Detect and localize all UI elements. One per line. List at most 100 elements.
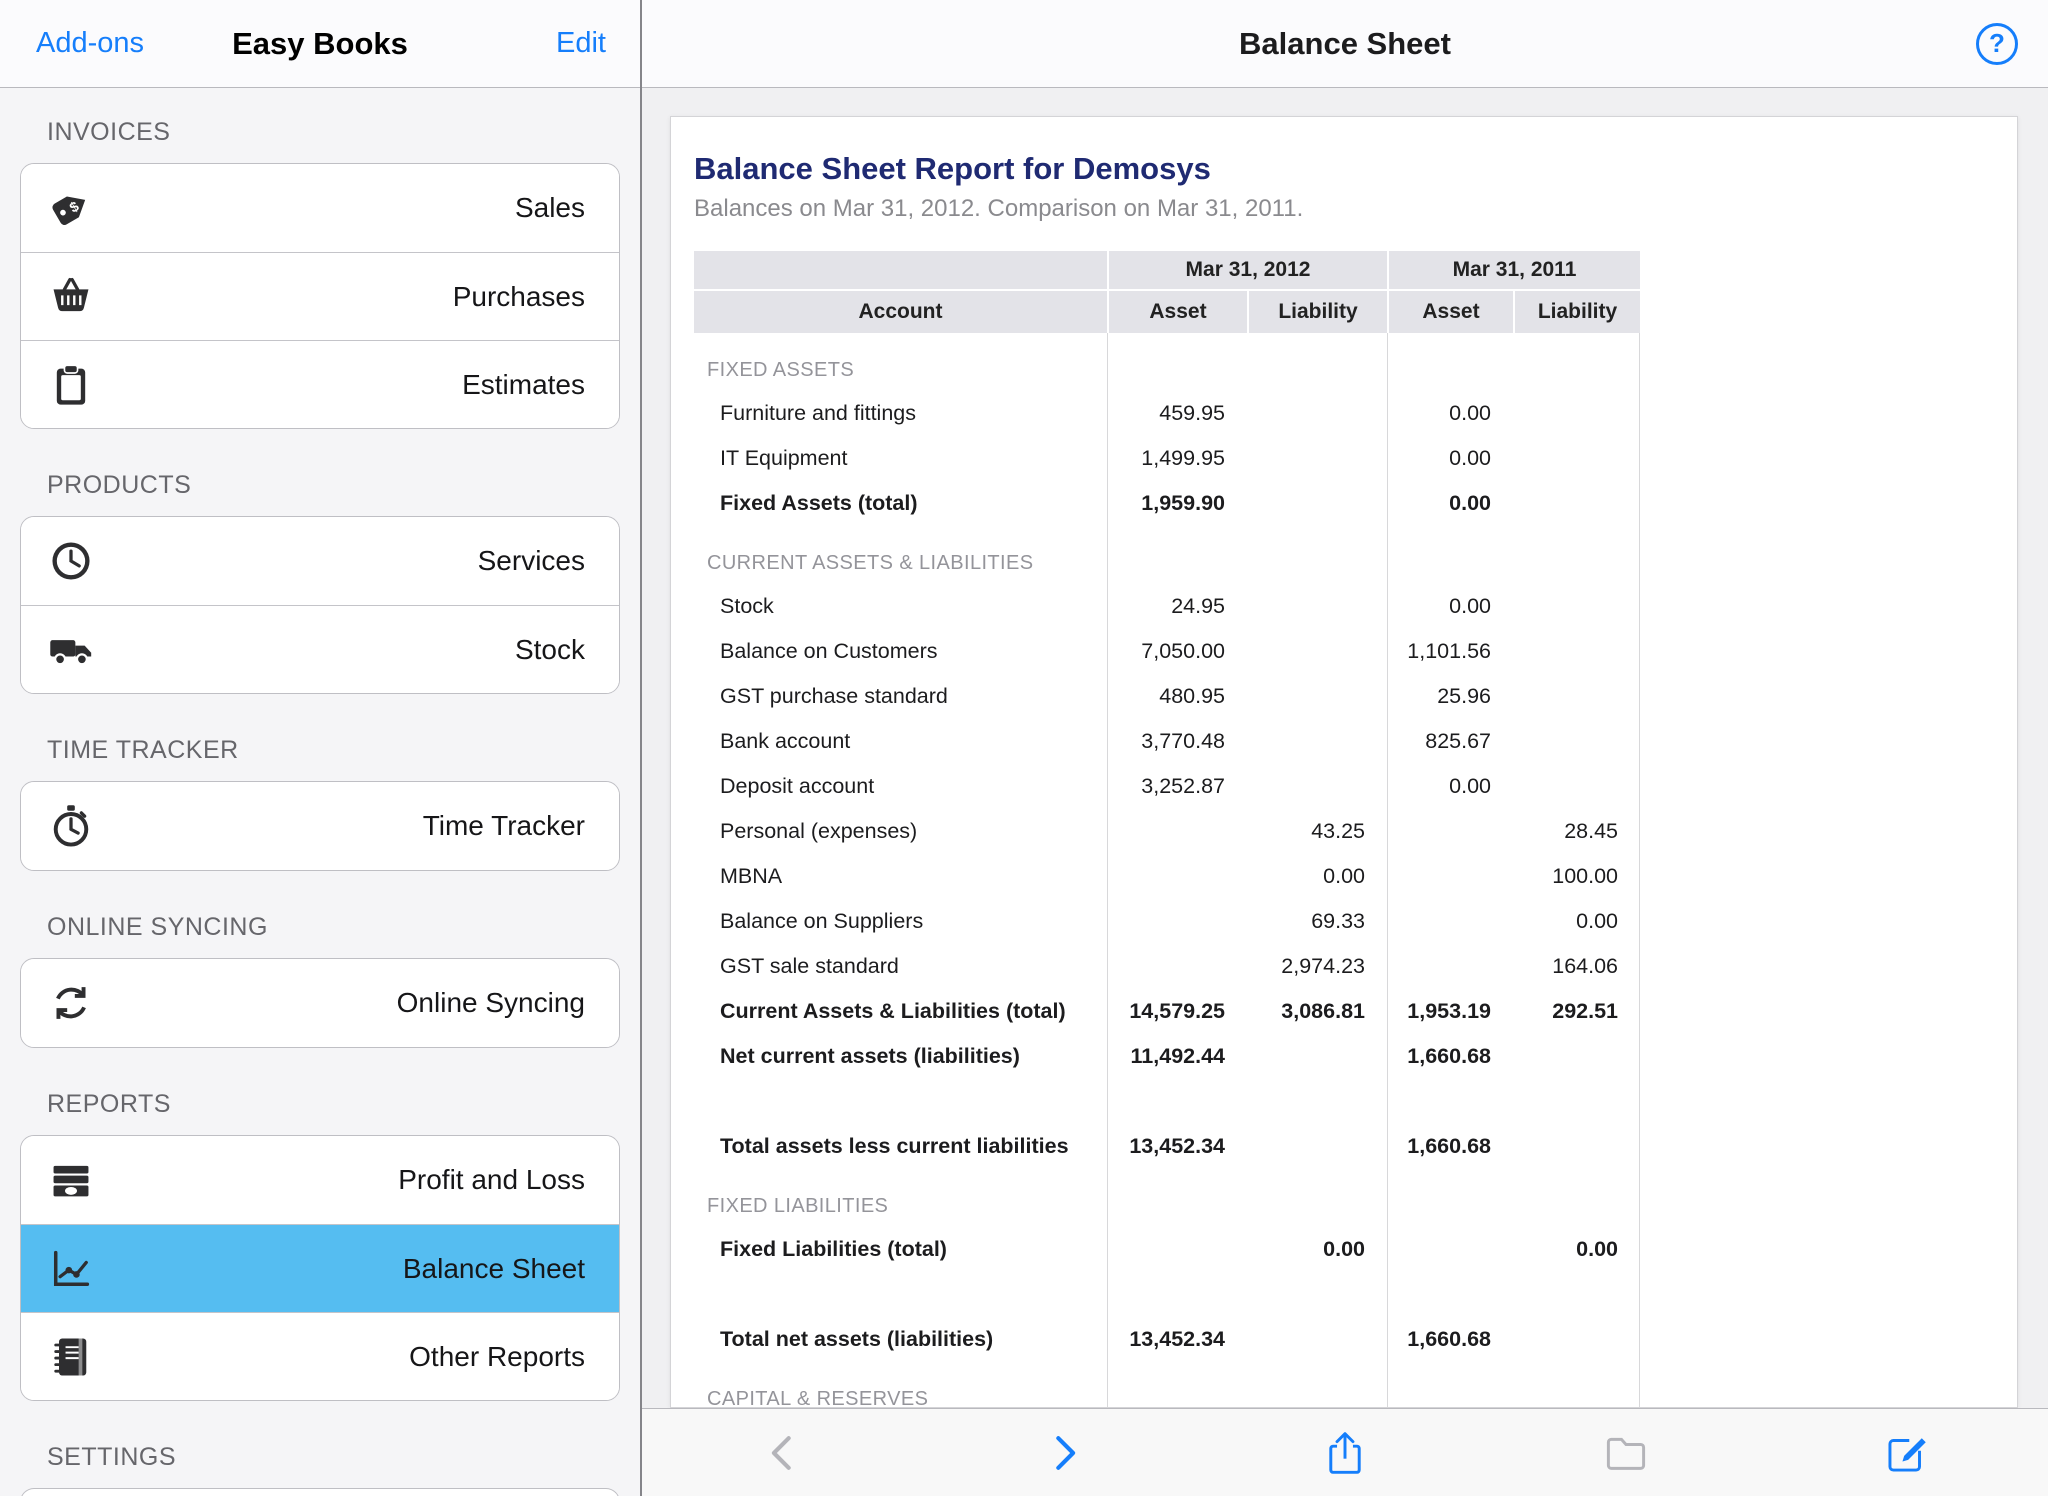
basket-icon <box>47 273 95 321</box>
value-cell <box>1107 944 1247 989</box>
table-body: FIXED ASSETS Furniture and fittings 459.95… <box>694 333 1640 1408</box>
value-cell: 0.00 <box>1449 401 1491 425</box>
value-cell: 0.00 <box>1576 1237 1618 1261</box>
sidebar-item-label: Sales <box>514 192 585 223</box>
account-cell: Total assets less current liabilities <box>720 1134 1069 1158</box>
value-cell: 24.95 <box>1171 594 1225 618</box>
sidebar-item-estimates[interactable]: Estimates <box>21 340 619 428</box>
sidebar-item-purchases[interactable]: Purchases <box>21 252 619 340</box>
bottom-toolbar <box>642 1408 2048 1496</box>
value-cell <box>1387 809 1513 854</box>
sidebar-item-sales[interactable]: $ Sales <box>21 164 619 252</box>
help-icon: ? <box>1989 28 2005 58</box>
value-cell: 0.00 <box>1323 864 1365 888</box>
value-cell <box>1513 481 1640 526</box>
value-cell <box>1387 854 1513 899</box>
value-cell <box>1513 719 1640 764</box>
account-cell: Personal (expenses) <box>720 819 918 843</box>
value-cell <box>1247 1317 1387 1362</box>
table-spacer-row <box>694 1272 1640 1317</box>
sidebar-item-services[interactable]: Services <box>21 517 619 605</box>
folder-icon[interactable] <box>1597 1424 1655 1482</box>
value-cell <box>1247 481 1387 526</box>
value-cell: 0.00 <box>1323 1237 1365 1261</box>
sidebar-group <box>20 1488 620 1496</box>
value-cell: 2,974.23 <box>1281 954 1365 978</box>
sidebar-section-title: REPORTS <box>47 1090 171 1118</box>
value-cell: 11,492.44 <box>1130 1044 1225 1068</box>
value-cell: 7,050.00 <box>1141 639 1225 663</box>
sidebar-item-label: Purchases <box>452 280 585 312</box>
main-pane: Balance Sheet ? Balance Sheet Report for… <box>642 0 2048 1496</box>
sidebar-item-time-tracker[interactable]: Time Tracker <box>21 782 619 870</box>
account-cell: Total net assets (liabilities) <box>720 1327 994 1351</box>
value-cell <box>1107 809 1247 854</box>
value-cell: 100.00 <box>1552 864 1618 888</box>
col-liability-2012: Liability <box>1247 291 1387 333</box>
sidebar-item-label: Time Tracker <box>422 810 585 841</box>
page-title: Balance Sheet <box>1239 25 1451 61</box>
back-chevron-icon[interactable] <box>754 1424 812 1482</box>
report-subtitle: Balances on Mar 31, 2012. Comparison on … <box>694 195 1304 222</box>
value-cell <box>1387 944 1513 989</box>
table-header-columns: Account Asset Liability Asset Liability <box>694 291 1640 333</box>
sidebar-item-label: Online Syncing <box>396 987 585 1018</box>
sidebar-item-label: Stock <box>514 633 585 665</box>
sidebar-section-reports: REPORTS Profit and Loss Balance Sheet Other… <box>0 1090 640 1401</box>
value-cell <box>1513 584 1640 629</box>
value-cell: 13,452.34 <box>1129 1327 1225 1351</box>
sidebar-group: Time Tracker <box>20 781 620 871</box>
value-cell: 0.00 <box>1449 774 1491 798</box>
value-cell: 1,660.68 <box>1407 1044 1491 1068</box>
sidebar-item-other-reports[interactable]: Other Reports <box>21 1312 619 1400</box>
add-ons-button[interactable]: Add-ons <box>36 27 145 59</box>
price-tag-icon: $ <box>47 184 95 232</box>
col-asset-2011: Asset <box>1387 291 1513 333</box>
value-cell <box>1387 899 1513 944</box>
value-cell <box>1247 391 1387 436</box>
value-cell <box>1107 899 1247 944</box>
account-cell: Bank account <box>720 729 851 753</box>
value-cell: 1,101.56 <box>1407 639 1491 663</box>
report-card: Balance Sheet Report for Demosys Balance… <box>670 116 2018 1408</box>
account-cell: Balance on Suppliers <box>720 909 924 933</box>
report-head: Balance Sheet Report for Demosys Balance… <box>671 117 2017 223</box>
sidebar-group: Services Stock <box>20 516 620 694</box>
sidebar-section-settings: SETTINGS <box>0 1443 640 1496</box>
compose-icon[interactable] <box>1878 1424 1936 1482</box>
value-cell: 0.00 <box>1449 594 1491 618</box>
value-cell: 0.00 <box>1449 446 1491 470</box>
col-group-2012: Mar 31, 2012 <box>1107 251 1387 291</box>
sync-icon <box>47 979 95 1027</box>
money-icon <box>47 1156 95 1204</box>
share-icon[interactable] <box>1316 1424 1374 1482</box>
account-cell: Fixed Liabilities (total) <box>720 1237 947 1261</box>
account-cell: IT Equipment <box>720 446 848 470</box>
sidebar-section-time-tracker: TIME TRACKER Time Tracker <box>0 736 640 871</box>
edit-button[interactable]: Edit <box>556 27 606 59</box>
help-button[interactable]: ? <box>1976 22 2018 65</box>
sidebar-section-title: SETTINGS <box>47 1443 177 1471</box>
truck-icon <box>47 626 95 674</box>
value-cell: 3,086.81 <box>1281 999 1365 1023</box>
sidebar-item-label: Balance Sheet <box>402 1252 585 1284</box>
value-cell <box>1247 1034 1387 1079</box>
sidebar-section-title: TIME TRACKER <box>47 736 239 764</box>
sidebar-item-profit-and-loss[interactable]: Profit and Loss <box>21 1136 619 1224</box>
account-cell: Balance on Customers <box>720 639 938 663</box>
value-cell <box>1513 629 1640 674</box>
account-cell: Furniture and fittings <box>720 401 916 425</box>
sidebar-group: Profit and Loss Balance Sheet Other Report… <box>20 1135 620 1401</box>
sidebar-item-online-syncing[interactable]: Online Syncing <box>21 959 619 1047</box>
value-cell: 43.25 <box>1311 819 1365 843</box>
sidebar-item-stock[interactable]: Stock <box>21 605 619 693</box>
report-area: Balance Sheet Report for Demosys Balance… <box>642 88 2048 1408</box>
forward-chevron-icon[interactable] <box>1035 1424 1093 1482</box>
table-spacer-row <box>694 1079 1640 1124</box>
value-cell: 1,660.68 <box>1407 1327 1491 1351</box>
sidebar-item-balance-sheet[interactable]: Balance Sheet <box>21 1224 619 1312</box>
value-cell: 1,959.90 <box>1141 491 1225 515</box>
value-cell: 3,770.48 <box>1141 729 1225 753</box>
sidebar-item-label: Other Reports <box>409 1340 585 1372</box>
table-section-header: CAPITAL & RESERVES <box>707 1388 929 1408</box>
